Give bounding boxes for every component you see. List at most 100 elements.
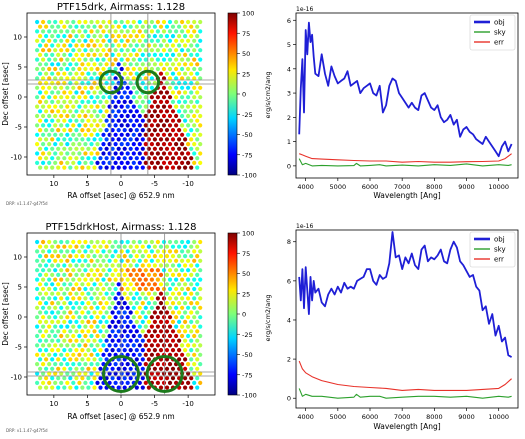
spaxel [77, 343, 82, 348]
spaxel [44, 385, 49, 390]
spaxel [128, 137, 133, 142]
spaxel [119, 160, 124, 165]
spaxel [116, 272, 121, 277]
spaxel [101, 258, 106, 263]
spaxel [131, 19, 136, 25]
spaxel [189, 366, 194, 371]
spaxel [59, 113, 64, 119]
spaxel [101, 286, 106, 292]
spaxel [170, 156, 176, 161]
spaxel [98, 244, 103, 249]
spaxel [56, 348, 61, 353]
spaxel [155, 29, 160, 34]
spaxel [68, 282, 73, 287]
spaxel [143, 333, 148, 339]
spaxel [47, 286, 52, 292]
spaxel [92, 62, 97, 67]
spaxel [170, 128, 176, 133]
spaxel [95, 142, 100, 147]
spaxel [186, 19, 191, 25]
spaxel [177, 301, 182, 306]
spaxel [77, 85, 82, 90]
spaxel [119, 296, 124, 301]
spaxel [35, 362, 40, 367]
spaxel [59, 286, 64, 292]
spaxel [189, 137, 194, 142]
spaxel [47, 324, 52, 329]
spaxel [71, 268, 76, 273]
spaxel [116, 52, 121, 58]
spaxel [77, 104, 82, 109]
spaxel [83, 29, 88, 34]
spaxel [155, 371, 160, 376]
spaxel [107, 380, 112, 385]
spaxel [104, 254, 109, 259]
spaxel [122, 338, 127, 343]
spaxel [62, 338, 67, 343]
spaxel [53, 132, 58, 137]
colorbar-tick-label: -75 [242, 151, 253, 159]
spaxel [44, 52, 49, 58]
spaxel [180, 352, 185, 357]
spaxel [131, 123, 136, 128]
spaxel [137, 268, 142, 273]
spaxel [143, 57, 148, 62]
spaxel [53, 324, 58, 329]
spaxel [155, 123, 160, 128]
spaxel [89, 258, 94, 263]
spaxel [41, 315, 46, 320]
spaxel [152, 376, 157, 381]
spaxel [56, 109, 61, 114]
spaxel [143, 268, 148, 273]
spaxel [186, 239, 191, 245]
spaxel [143, 29, 148, 34]
spaxel [140, 310, 145, 315]
spaxel [128, 109, 133, 114]
spaxel [80, 272, 85, 277]
spaxel [74, 291, 79, 296]
spaxel [167, 239, 173, 245]
spaxel [164, 109, 170, 114]
spaxel [77, 57, 82, 62]
spaxel [149, 48, 154, 53]
spaxel [62, 272, 67, 277]
spaxel [38, 99, 43, 104]
spaxel [65, 305, 70, 310]
spaxel [122, 34, 127, 39]
spaxel [164, 310, 170, 315]
spaxel [56, 81, 61, 86]
spaxel [59, 19, 64, 25]
spaxel [77, 352, 82, 357]
spaxel [50, 52, 55, 58]
spaxel [44, 272, 49, 277]
spaxel [167, 151, 173, 156]
spaxel [113, 19, 118, 25]
spaxel [104, 24, 109, 29]
spaxel [122, 71, 127, 76]
x-tick-label: -10 [182, 180, 193, 188]
spaxel [155, 380, 160, 385]
spaxel [74, 301, 79, 306]
spaxel [71, 286, 76, 292]
spaxel [83, 305, 88, 310]
spaxel [180, 160, 185, 165]
spaxel [101, 333, 106, 339]
spaxel [110, 109, 115, 114]
spaxel [56, 156, 61, 161]
spaxel [101, 239, 106, 245]
spaxel [140, 81, 145, 86]
spaxel [89, 343, 94, 348]
spaxel [140, 338, 145, 343]
colorbar-tick-label: 50 [242, 270, 250, 278]
spaxel [116, 338, 121, 343]
spaxel [71, 132, 76, 137]
spaxel [86, 109, 91, 114]
spaxel [164, 301, 170, 306]
spaxel [195, 90, 200, 95]
spaxel [161, 66, 167, 72]
spaxel [86, 376, 91, 381]
spaxel [122, 348, 127, 353]
spaxel [128, 329, 133, 334]
spaxel [143, 286, 148, 292]
spaxel [38, 319, 43, 324]
